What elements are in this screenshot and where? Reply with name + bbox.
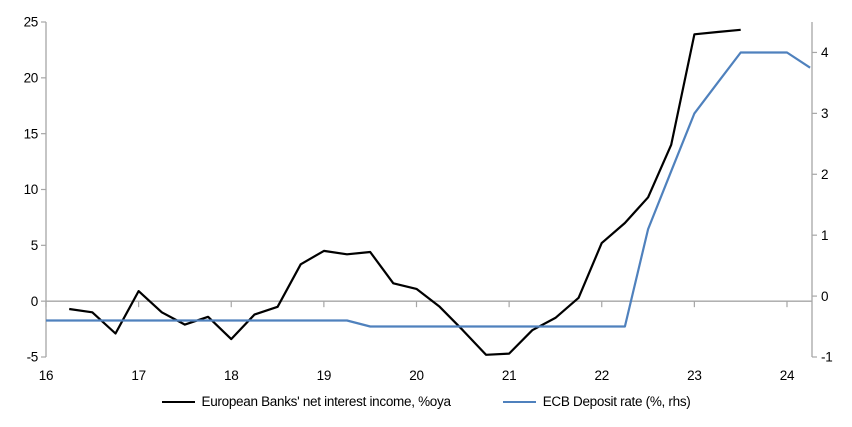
left-axis-tick-label: 5 [31,238,38,253]
legend-label-ecb-deposit-rate: ECB Deposit rate (%, rhs) [542,394,691,409]
left-axis-tick-label: 20 [24,71,38,86]
right-axis-tick-label: 1 [821,228,828,243]
legend-label-net-interest-income: European Banks' net interest income, %oy… [201,394,451,409]
series-line-1 [46,51,811,328]
x-axis-label: 16 [39,368,53,383]
right-axis-tick-label: 3 [821,106,828,121]
x-axis-label: 19 [317,368,331,383]
left-axis-tick-label: 10 [24,182,38,197]
right-axis-tick-label: 4 [821,45,829,60]
left-axis-tick-label: 15 [24,126,38,141]
left-axis-tick-label: 25 [24,15,38,30]
x-axis-label: 22 [595,368,609,383]
x-axis-label: 24 [780,368,795,383]
left-axis-tick-label: -5 [27,350,38,365]
legend-line-swatch-net-interest-income [161,400,195,403]
x-axis-labels-group: 16 17 18 19 20 21 22 23 24 [39,368,795,383]
right-axis-tick-label: 2 [821,167,828,182]
legend: European Banks' net interest income, %oy… [0,394,852,409]
x-axis-label: 20 [409,368,423,383]
right-axis-group: -1 0 1 2 3 4 [811,22,833,365]
zero-gridline-group [45,300,812,308]
legend-line-swatch-ecb-deposit-rate [502,400,536,403]
x-axis-label: 21 [502,368,516,383]
x-axis-label: 23 [687,368,701,383]
legend-item-ecb-deposit-rate: ECB Deposit rate (%, rhs) [502,394,691,409]
x-axis-label: 18 [224,368,238,383]
series-line-0 [69,28,741,356]
left-axis-tick-label: 0 [31,294,38,309]
legend-item-net-interest-income: European Banks' net interest income, %oy… [161,394,451,409]
right-axis-tick-label: 0 [821,289,828,304]
x-axis-label: 17 [131,368,145,383]
right-axis-tick-label: -1 [821,350,832,365]
left-axis-group: -5 0 5 10 15 20 25 [24,15,47,365]
